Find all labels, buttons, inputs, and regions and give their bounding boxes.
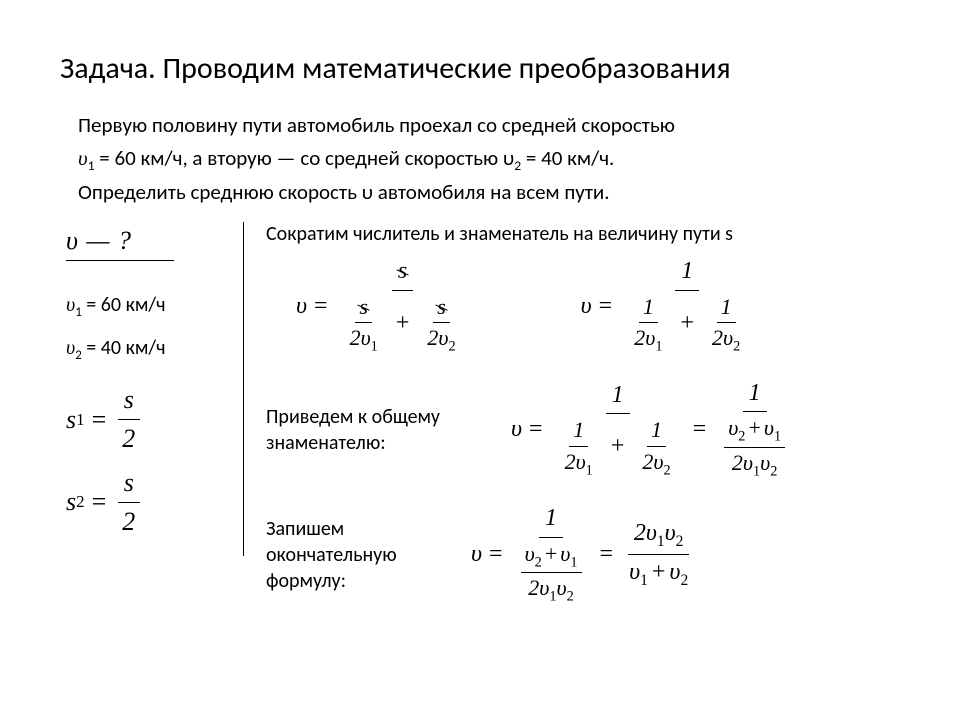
formula-row-3: Запишемокончательнуюформулу: υ= 1 υ2+υ1 … <box>266 503 905 606</box>
formula-row-2: Приведем к общемузнаменателю: υ= 1 12υ1 … <box>266 378 905 481</box>
formula-s2: s2= s2 <box>66 466 225 539</box>
problem-text: Первую половину пути автомобиль проехал … <box>60 109 905 208</box>
note-cancel: Сократим числитель и знаменатель на вели… <box>266 222 905 246</box>
formula-s1: s1= s2 <box>66 383 225 456</box>
unknown-quantity: υ — ? <box>66 226 174 261</box>
formula-row-1: υ= s s2υ1 + s2υ2 υ= 1 <box>266 256 905 356</box>
step-final: Запишемокончательнуюформулу: <box>266 516 441 594</box>
slide-title: Задача. Проводим математические преобраз… <box>60 50 905 87</box>
step-common-denom: Приведем к общемузнаменателю: <box>266 404 491 456</box>
given-v2: υ2 = 40 км/ч <box>66 336 225 363</box>
given-column: υ — ? υ1 = 60 км/ч υ2 = 40 км/ч s1= s2 s… <box>60 222 244 556</box>
given-v1: υ1 = 60 км/ч <box>66 293 225 320</box>
